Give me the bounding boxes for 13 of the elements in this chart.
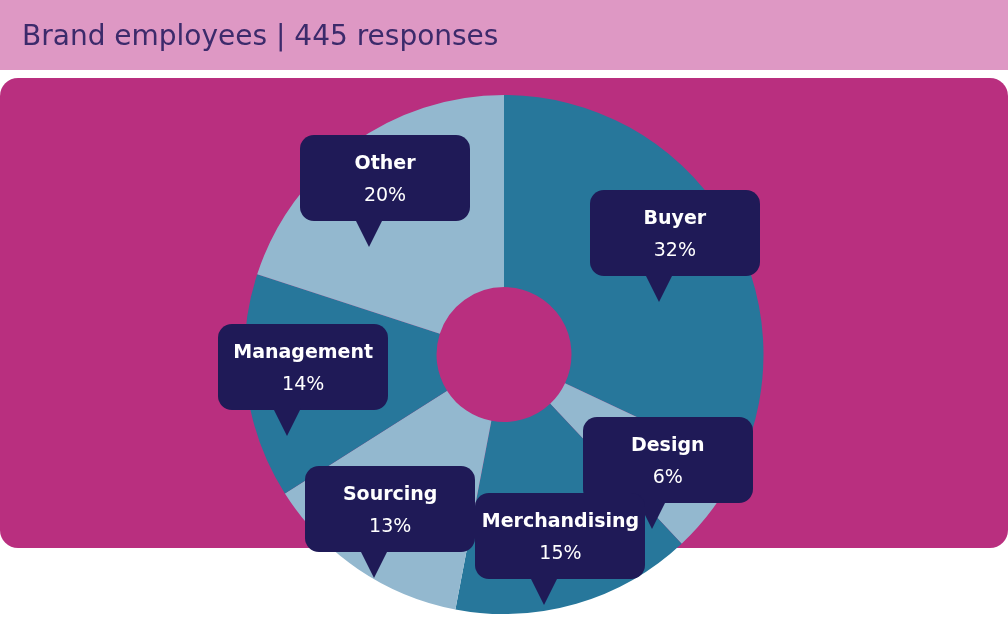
data-label: 13% [368,513,413,536]
data-label: 6% [651,465,684,488]
slice-label: Design [629,433,706,456]
chart-title: Brand employees | 445 responses [22,18,499,52]
slice-label: Merchandising [480,508,641,531]
data-label: 32% [652,238,697,261]
data-label: 20% [362,182,408,205]
slice-label: Sourcing [341,481,439,504]
slice-label: Other [353,150,417,173]
data-label: 15% [538,540,583,563]
data-label: 14% [281,371,326,394]
slice-label: Management [232,339,375,362]
slice-label: Buyer [642,206,708,229]
